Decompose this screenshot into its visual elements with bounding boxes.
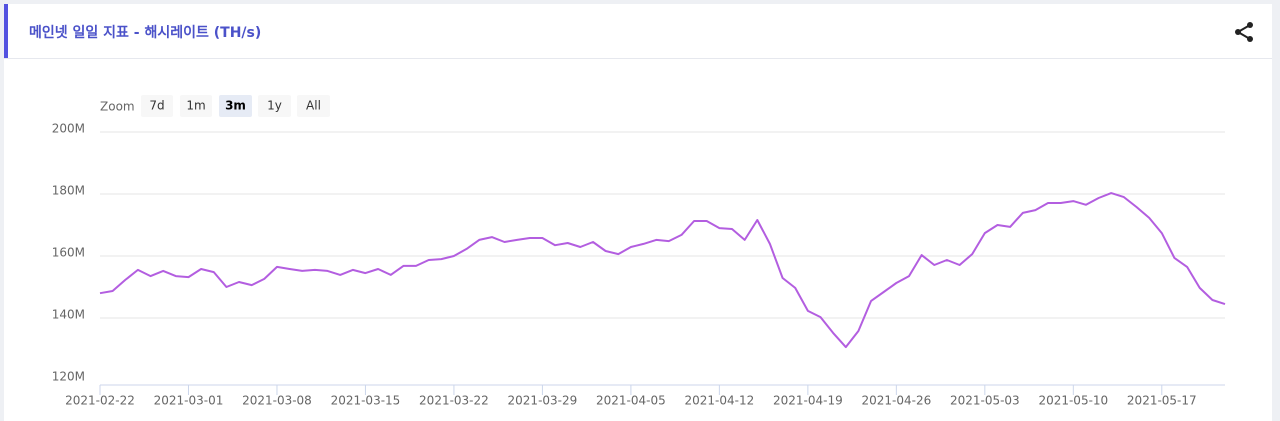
data-line (99, 192, 1226, 349)
zoom-button-label: 7d (149, 99, 164, 113)
x-tick-label: 2021-03-08 (242, 394, 312, 408)
zoom-button[interactable]: 1y (258, 95, 291, 117)
zoom-button-bg (141, 95, 173, 117)
x-tick-label: 2021-05-10 (1038, 394, 1108, 408)
zoom-button-bg (180, 95, 212, 117)
zoom-button-label: 3m (225, 99, 246, 113)
share-button[interactable] (1232, 20, 1256, 44)
y-tick-label: 120M (52, 370, 85, 384)
y-tick-label: 140M (52, 308, 85, 322)
y-tick-label: 160M (52, 246, 85, 260)
x-tick-label: 2021-04-26 (861, 394, 931, 408)
x-tick-label: 2021-03-22 (419, 394, 489, 408)
zoom-button-bg (258, 95, 291, 117)
x-tick-label: 2021-05-03 (950, 394, 1020, 408)
zoom-button[interactable]: 7d (141, 95, 173, 117)
x-tick-label: 2021-05-17 (1127, 394, 1197, 408)
zoom-button-label: 1m (186, 99, 205, 113)
x-tick-label: 2021-03-29 (508, 394, 578, 408)
y-tick-label: 200M (52, 122, 85, 136)
accent-bar (4, 4, 8, 58)
zoom-button-bg (219, 95, 252, 117)
x-tick-label: 2021-04-12 (685, 394, 755, 408)
card: 메인넷 일일 지표 - 해시레이트 (TH/s) (4, 4, 1272, 421)
zoom-button-label: 1y (267, 99, 282, 113)
zoom-button-bg (297, 95, 330, 117)
x-tick-label: 2021-04-19 (773, 394, 843, 408)
x-tick-label: 2021-04-05 (596, 394, 666, 408)
y-tick-label: 180M (52, 184, 85, 198)
zoom-button[interactable]: 1m (180, 95, 212, 117)
zoom-label: Zoom (100, 100, 135, 114)
card-title: 메인넷 일일 지표 - 해시레이트 (TH/s) (29, 25, 262, 41)
card-header: 메인넷 일일 지표 - 해시레이트 (TH/s) (4, 4, 1272, 59)
x-tick-label: 2021-03-15 (331, 394, 401, 408)
zoom-button-label: All (306, 99, 321, 113)
zoom-button[interactable]: 3m (219, 95, 252, 117)
x-tick-label: 2021-03-01 (154, 394, 224, 408)
zoom-button[interactable]: All (297, 95, 330, 117)
x-tick-label: 2021-02-22 (65, 394, 135, 408)
